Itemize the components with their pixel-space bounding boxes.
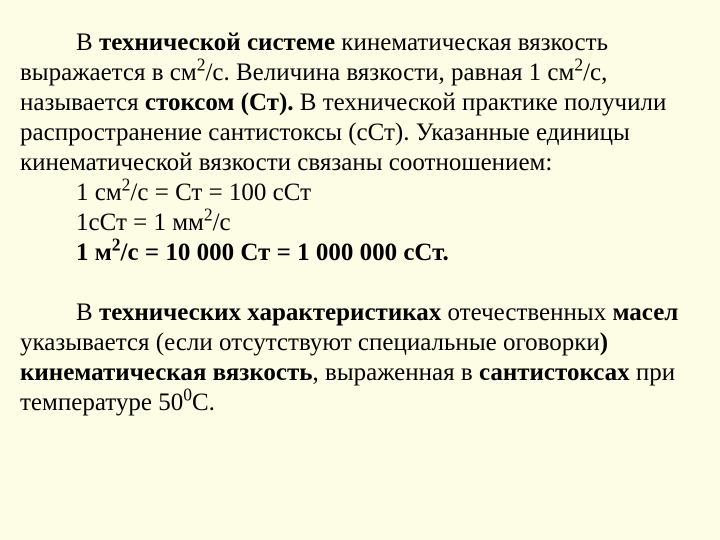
- text: /с: [213, 209, 231, 236]
- text: В: [76, 299, 93, 326]
- text: /с. Величина вязкости, равная 1 см: [205, 59, 574, 86]
- superscript: 2: [204, 205, 213, 225]
- paragraph-1: В технической системе кинематическая вяз…: [20, 28, 700, 178]
- text: указывается (если отсутствуют специальны…: [20, 329, 600, 356]
- text: /с = 10 000 Ст = 1 000 000 сСт.: [121, 239, 449, 266]
- text-bold: технических характеристиках: [93, 299, 448, 326]
- formula-1: 1 см2/с = Ст = 100 сСт: [20, 178, 700, 208]
- text-bold: стоксом (Ст).: [145, 89, 294, 116]
- text: , выраженная в: [313, 359, 479, 386]
- formula-2: 1сСт = 1 мм2/с: [20, 208, 700, 238]
- text: 1 см: [76, 179, 122, 206]
- text-bold: сантистоксах: [479, 359, 630, 386]
- superscript: 2: [574, 55, 583, 75]
- text: 1 м: [76, 239, 112, 266]
- text-bold: масел: [612, 299, 678, 326]
- text: С.: [192, 389, 215, 416]
- text: отечественных: [448, 299, 613, 326]
- superscript: 2: [112, 235, 121, 255]
- text: В: [76, 29, 99, 56]
- text-bold: технической системе: [99, 29, 335, 56]
- spacer: [20, 268, 700, 298]
- formula-3: 1 м2/с = 10 000 Ст = 1 000 000 сСт.: [20, 238, 700, 268]
- text: 1сСт = 1 мм: [76, 209, 204, 236]
- text: /с = Ст = 100 сСт: [130, 179, 311, 206]
- superscript: 0: [183, 385, 192, 405]
- paragraph-2: В технических характеристиках отечествен…: [20, 298, 700, 418]
